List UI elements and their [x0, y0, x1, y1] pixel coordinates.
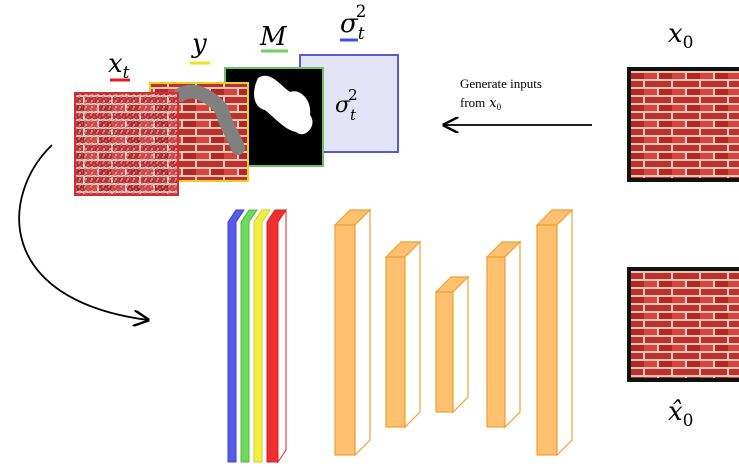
label-x0-hat: x̂0	[668, 397, 694, 431]
text-part: from	[460, 95, 485, 110]
text-part: 0	[497, 102, 502, 112]
text-part: x̂	[668, 397, 683, 427]
text-part: x	[489, 96, 497, 111]
text-part: 0	[683, 411, 694, 431]
sigma-box-label: σt 2	[335, 86, 358, 124]
text-part: 0	[683, 33, 694, 53]
text-part: σ	[335, 93, 351, 118]
text-part: x	[668, 19, 683, 49]
mask-blob	[254, 75, 313, 135]
label-y: y	[191, 29, 207, 59]
text-part: t	[350, 106, 357, 124]
unet	[333, 208, 574, 457]
label-x0: x0	[668, 19, 694, 53]
output-image	[627, 267, 739, 382]
text-part: t	[358, 24, 365, 44]
arrow-label-line2: from x0	[460, 95, 502, 112]
text-part: 2	[348, 86, 358, 104]
arrow-label-line1: Generate inputs	[460, 76, 542, 91]
input-stack	[227, 208, 287, 464]
label-xt: xt	[108, 49, 130, 83]
text-part: x	[108, 49, 123, 79]
noise-overlay	[76, 94, 177, 194]
target-image	[627, 67, 739, 182]
label-sigma: σt2	[340, 2, 366, 44]
text-part: t	[123, 63, 130, 83]
text-part: 2	[356, 2, 367, 22]
label-m: M	[259, 22, 288, 52]
curved-arrow	[18, 144, 148, 320]
mask-stroke	[173, 84, 245, 155]
text-part: σ	[340, 9, 359, 39]
